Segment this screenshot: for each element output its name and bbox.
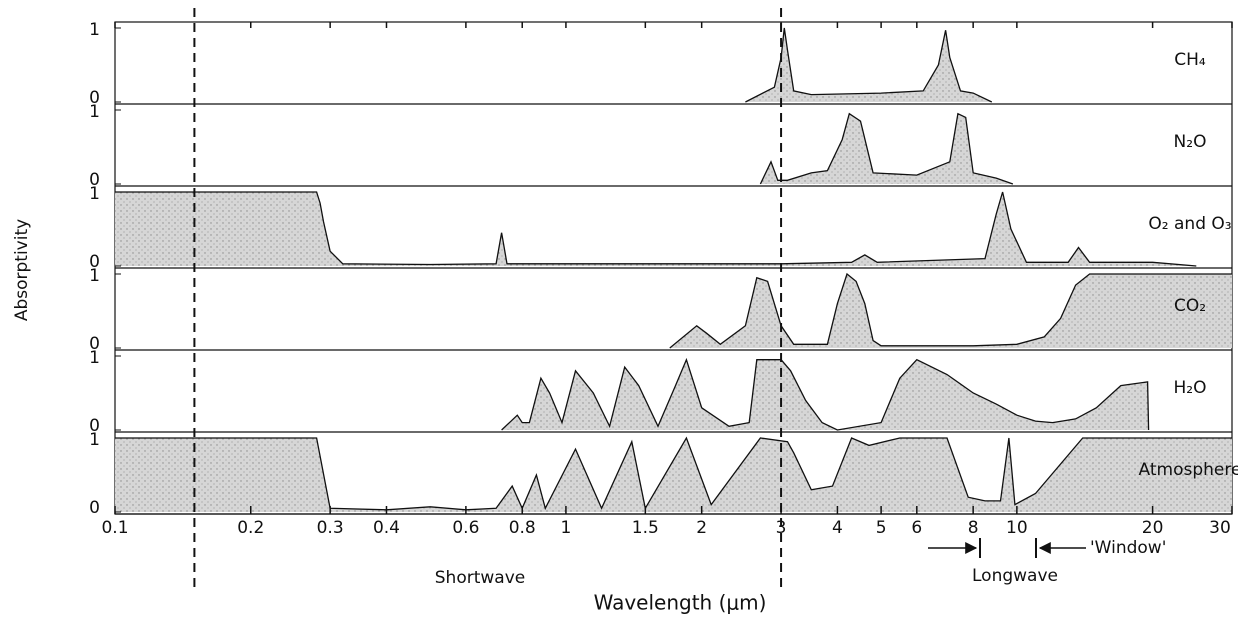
absorption-line (115, 191, 1197, 267)
y-tick-label: 0 (89, 170, 100, 190)
x-tick-label: 2 (696, 518, 707, 538)
x-tick-label: 6 (911, 518, 922, 538)
y-tick-label: 0 (89, 334, 100, 354)
x-tick-label: 1.5 (632, 518, 659, 538)
panel-label: CO₂ (1174, 296, 1206, 316)
x-tick-label: 8 (968, 518, 979, 538)
y-tick-label: 0 (89, 498, 100, 518)
y-tick-label: 0 (89, 252, 100, 272)
area-stipple (501, 359, 1149, 430)
x-tick-label: 0.8 (509, 518, 536, 538)
x-tick-label: 4 (832, 518, 843, 538)
y-tick-label: 1 (89, 102, 100, 122)
area-stipple (669, 274, 1232, 348)
x-axis-label: Wavelength (μm) (594, 591, 767, 615)
longwave-label: Longwave (972, 566, 1058, 586)
panel-label: Atmosphere (1139, 460, 1238, 480)
x-tick-label: 10 (1006, 518, 1028, 538)
panel-label: O₂ and O₃ (1148, 214, 1231, 234)
area-stipple (760, 113, 1013, 184)
x-tick-label: 30 (1209, 518, 1231, 538)
absorption-line (669, 272, 1232, 349)
y-tick-label: 1 (89, 348, 100, 368)
x-tick-label: 20 (1142, 518, 1164, 538)
x-tick-label: 5 (876, 518, 887, 538)
x-tick-label: 1 (561, 518, 572, 538)
shortwave-label: Shortwave (435, 568, 525, 588)
y-tick-label: 1 (89, 20, 100, 40)
x-tick-label: 0.2 (237, 518, 264, 538)
x-tick-label: 0.6 (452, 518, 479, 538)
area-stipple (115, 192, 1197, 266)
window-label: 'Window' (1090, 538, 1166, 558)
panel-label: H₂O (1174, 378, 1207, 398)
panel-label: CH₄ (1174, 50, 1206, 70)
x-tick-label: 0.3 (317, 518, 344, 538)
x-tick-label: 0.1 (101, 518, 128, 538)
y-tick-label: 1 (89, 184, 100, 204)
panel-label: N₂O (1174, 132, 1207, 152)
absorption-line (115, 436, 1232, 511)
x-tick-label: 0.4 (373, 518, 400, 538)
area-stipple (745, 28, 992, 102)
y-tick-label: 0 (89, 416, 100, 436)
absorption-line (745, 27, 993, 103)
y-tick-label: 1 (89, 266, 100, 286)
y-tick-label: 1 (89, 430, 100, 450)
absorption-line (759, 112, 1014, 185)
y-tick-label: 0 (89, 88, 100, 108)
area-stipple (115, 438, 1232, 512)
x-tick-label: 3 (776, 518, 787, 538)
y-axis-label: Absorptivity (12, 219, 32, 321)
absorption-line (501, 357, 1150, 431)
